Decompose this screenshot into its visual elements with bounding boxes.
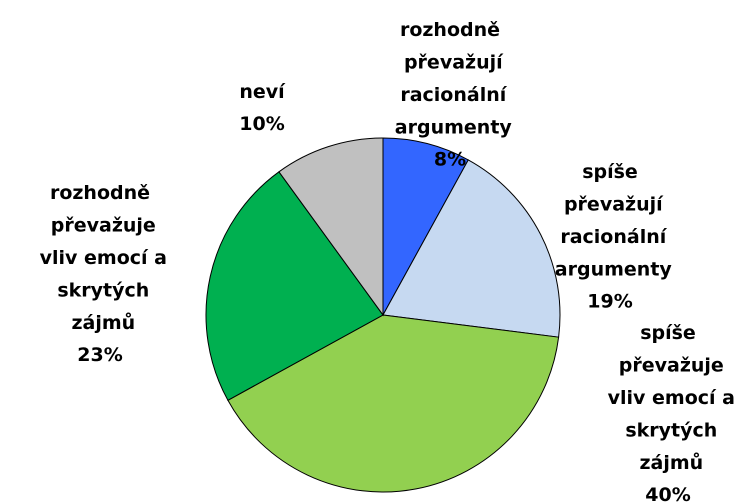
slice-label: spíše převažuje vliv emocí a skrytých zá… xyxy=(601,322,735,474)
slice-label: rozhodně převažuje vliv emocí a skrytých… xyxy=(33,182,167,334)
pie-slice xyxy=(382,159,561,338)
value-label: 8% xyxy=(434,149,466,171)
slice-label: spíše převažují racionální argumenty xyxy=(548,161,672,281)
pie-slice xyxy=(227,314,560,493)
value-label: 23% xyxy=(77,344,122,366)
slice-label: neví xyxy=(239,81,286,103)
value-label: 10% xyxy=(239,113,284,135)
pie-slice xyxy=(278,137,384,317)
pie-slice xyxy=(382,137,469,316)
pie-slice xyxy=(205,171,384,401)
slice-label: rozhodně převažují racionální argumenty xyxy=(388,19,512,139)
value-label: 19% xyxy=(587,291,632,313)
value-label: 40% xyxy=(645,484,690,503)
